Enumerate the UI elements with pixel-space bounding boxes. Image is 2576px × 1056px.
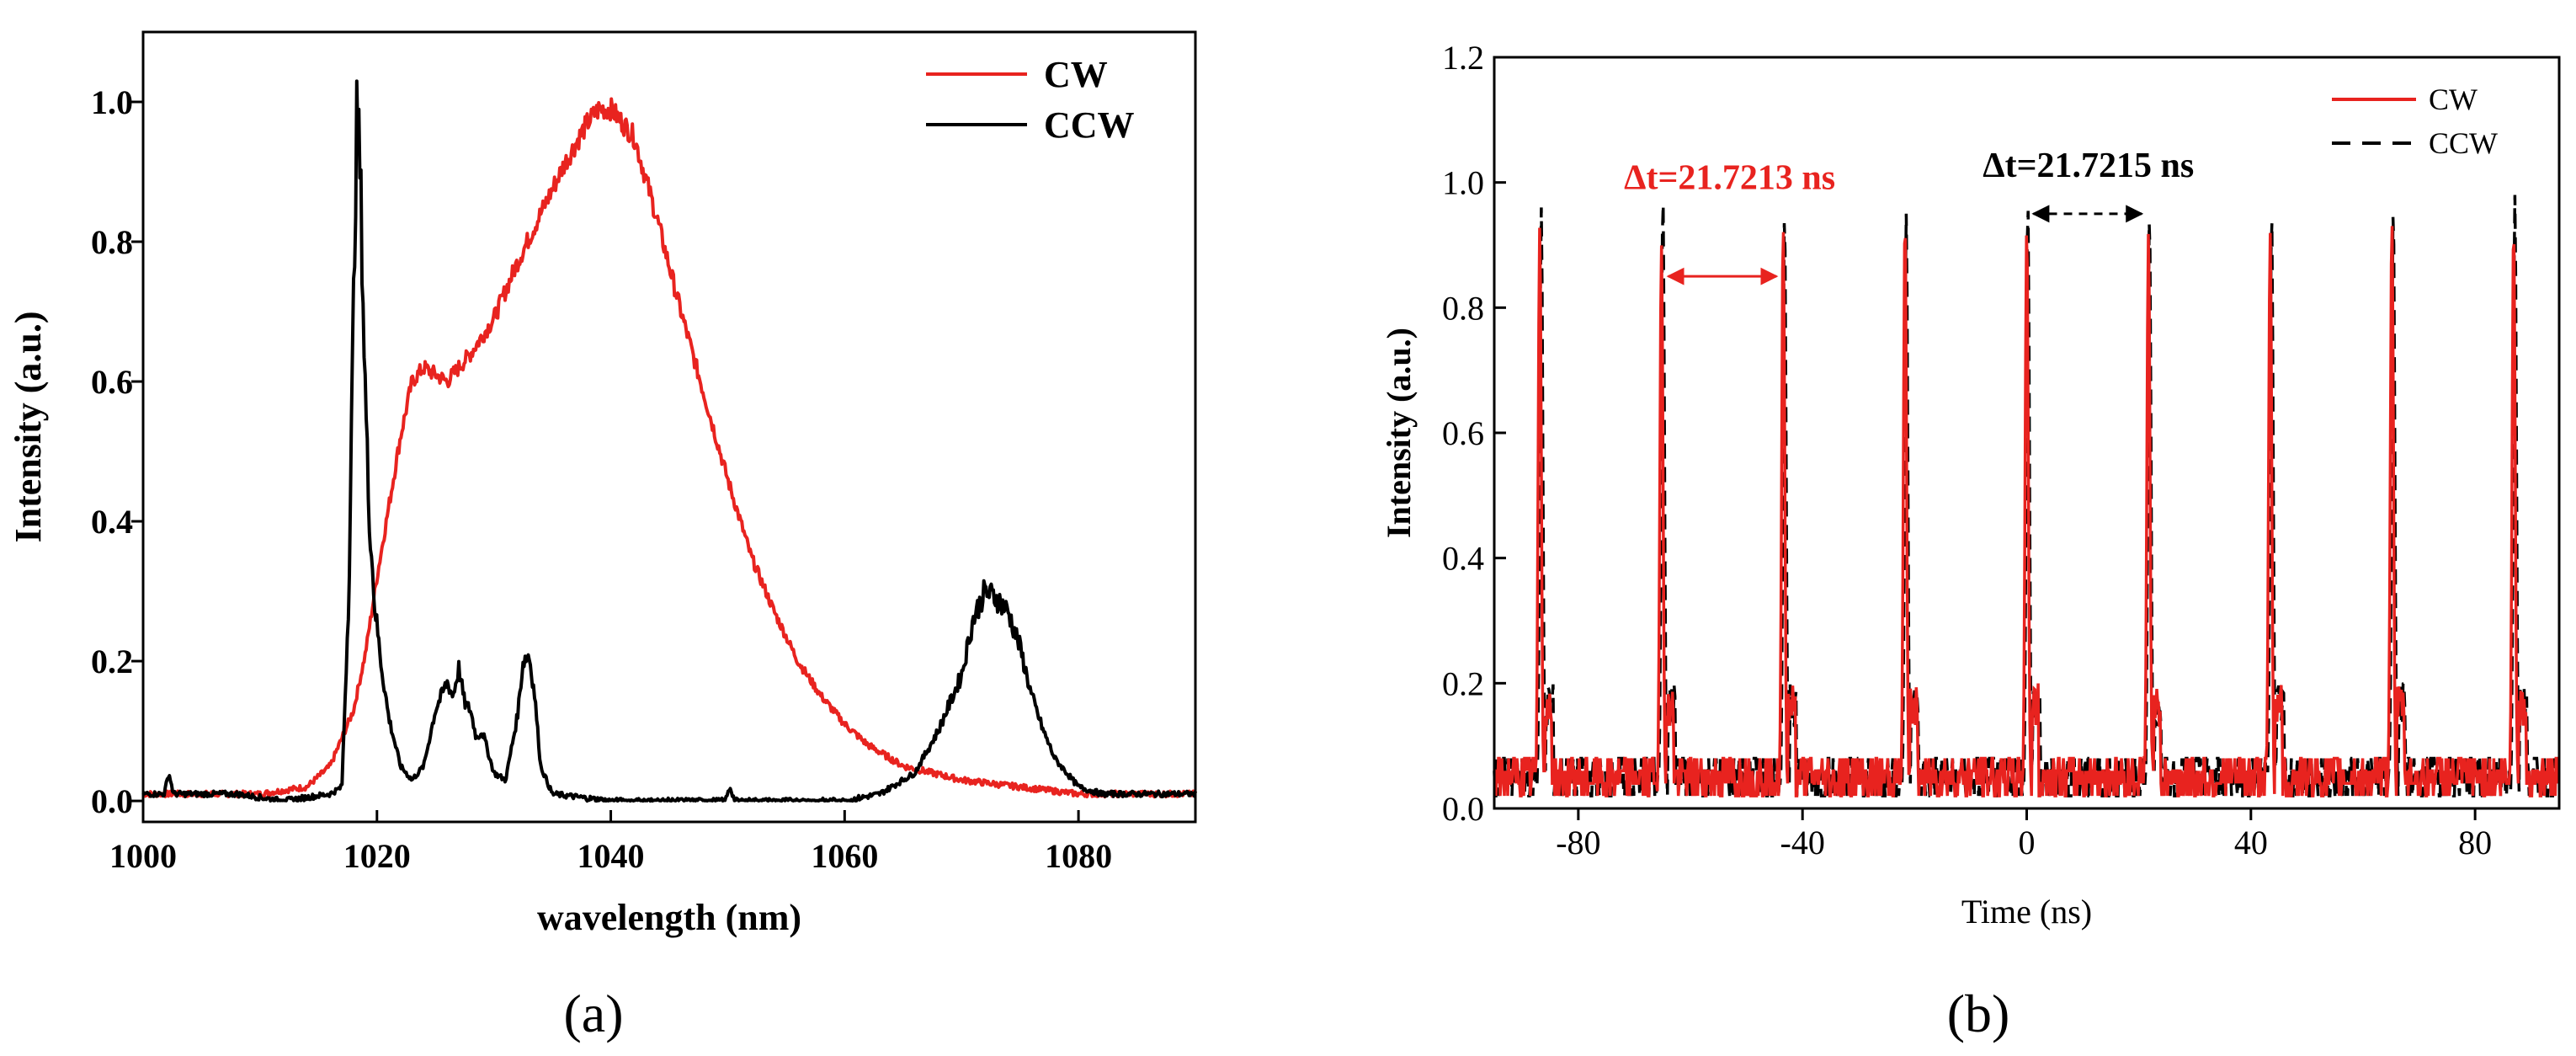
panel-b-series <box>1493 195 2561 797</box>
panel-a: 0.00.20.40.60.81.0 1000 1020 1040 1060 1080 … <box>8 30 1197 1043</box>
panel-a-legend: CW CCW <box>926 54 1135 146</box>
panel-b-series-cw <box>1493 226 2561 797</box>
b-x-tick-label: -80 <box>1556 824 1600 861</box>
b-y-tick-label: 0.8 <box>1442 289 1484 327</box>
a-y-tick-label: 0.8 <box>91 223 133 261</box>
panel-a-caption: (a) <box>563 984 623 1043</box>
panel-b-delta-label-cw: Δt=21.7213 ns <box>1624 159 1835 198</box>
panel-a-series-ccw <box>141 79 1197 803</box>
a-x-tick-label: 1040 <box>577 837 645 875</box>
panel-a-series-cw <box>142 97 1197 799</box>
b-y-tick-label: 0.6 <box>1442 414 1484 452</box>
panel-b-y-ticks: 0.0 0.2 0.4 0.6 0.8 1.0 1.2 <box>1442 39 1506 828</box>
panel-b-y-axis-label: Intensity (a.u.) <box>1380 328 1418 538</box>
panel-a-plot-frame <box>141 30 1197 824</box>
panel-b-legend: CW CCW <box>2332 83 2498 160</box>
panel-b-legend-label-cw: CW <box>2429 83 2478 116</box>
a-x-tick-label: 1060 <box>811 837 878 875</box>
b-y-tick-label: 0.0 <box>1442 790 1484 828</box>
b-y-tick-label: 0.2 <box>1442 664 1484 702</box>
a-x-tick-label: 1080 <box>1045 837 1112 875</box>
b-x-tick-label: 40 <box>2234 824 2268 861</box>
panel-b-annotations: Δt=21.7213 ns Δt=21.7215 ns <box>1624 147 2194 285</box>
panel-b-x-axis-label: Time (ns) <box>1961 893 2092 931</box>
panel-a-x-ticks: 1000 1020 1040 1060 1080 <box>109 810 1112 875</box>
a-x-tick-label: 1000 <box>109 837 177 875</box>
panel-b-caption: (b) <box>1947 984 2010 1043</box>
a-y-tick-label: 0.2 <box>91 643 133 680</box>
a-y-tick-label: 0.0 <box>91 782 133 820</box>
panel-b-delta-label-ccw: Δt=21.7215 ns <box>1983 147 2194 185</box>
panel-b-legend-label-ccw: CCW <box>2429 126 2498 160</box>
panel-a-legend-label-ccw: CCW <box>1044 104 1135 146</box>
b-y-tick-label: 1.2 <box>1442 39 1484 77</box>
panel-b-plot-frame <box>1493 56 2561 810</box>
b-x-tick-label: 80 <box>2458 824 2492 861</box>
a-y-tick-label: 0.4 <box>91 503 133 541</box>
b-x-tick-label: -40 <box>1780 824 1825 861</box>
panel-a-series <box>141 79 1197 803</box>
panel-a-y-axis-label: Intensity (a.u.) <box>8 311 49 542</box>
b-x-tick-label: 0 <box>2019 824 2036 861</box>
a-y-tick-label: 0.6 <box>91 363 133 401</box>
panel-a-legend-label-cw: CW <box>1044 54 1108 95</box>
a-x-tick-label: 1020 <box>343 837 411 875</box>
panel-b: 0.0 0.2 0.4 0.6 0.8 1.0 1.2 -80 -40 0 40 80 Δt=21.… <box>1380 39 2561 1043</box>
b-y-tick-label: 0.4 <box>1442 540 1484 578</box>
panel-a-x-axis-label: wavelength (nm) <box>537 897 801 938</box>
a-y-tick-label: 1.0 <box>91 83 133 121</box>
panel-b-x-ticks: -80 -40 0 40 80 <box>1556 808 2492 861</box>
panel-a-y-ticks: 0.0 0.2 0.4 0.6 0.8 1.0 <box>91 83 143 820</box>
b-y-tick-label: 1.0 <box>1442 164 1484 202</box>
